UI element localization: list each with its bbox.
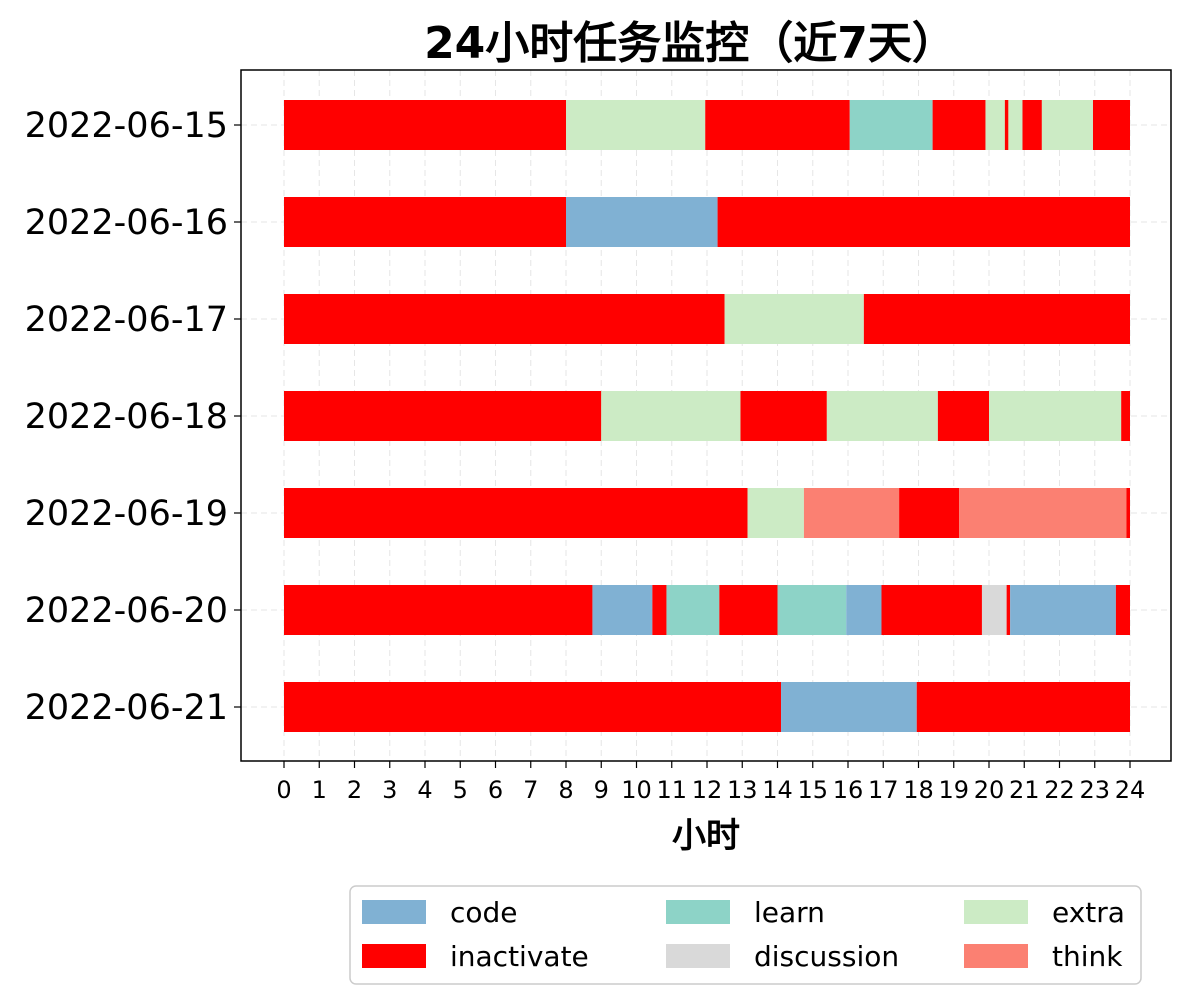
x-tick-label: 20: [974, 776, 1005, 804]
bar-segment-extra: [826, 391, 938, 441]
bar-segment-inactivate: [719, 585, 778, 635]
legend-swatch-think: [964, 944, 1028, 968]
bar-segment-extra: [747, 488, 804, 538]
x-tick-label: 22: [1044, 776, 1075, 804]
x-tick-label: 16: [833, 776, 864, 804]
legend: code learn extra inactivate discussion think: [349, 885, 1142, 985]
bar-segment-inactivate: [284, 294, 725, 344]
legend-box: [349, 885, 1142, 985]
bar-segment-discussion: [981, 585, 1007, 635]
legend-swatch-extra: [964, 900, 1028, 924]
legend-label-extra: extra: [1052, 896, 1125, 929]
bar-segment-inactivate: [717, 197, 1130, 247]
bar-segment-think: [959, 488, 1127, 538]
x-tick-label: 18: [903, 776, 934, 804]
x-tick-label: 24: [1115, 776, 1146, 804]
bar-segment-inactivate: [881, 585, 982, 635]
bar-segment-inactivate: [284, 488, 748, 538]
bar-segment-inactivate: [899, 488, 960, 538]
x-tick-label: 4: [417, 776, 432, 804]
legend-label-think: think: [1052, 940, 1123, 973]
bar-segment-inactivate: [937, 391, 989, 441]
bar-segment-inactivate: [1115, 585, 1130, 635]
x-tick-label: 14: [762, 776, 793, 804]
bar-segment-code: [1010, 585, 1116, 635]
bar-segment-inactivate: [1121, 391, 1130, 441]
bar-segment-inactivate: [1006, 585, 1011, 635]
x-tick-label: 6: [488, 776, 503, 804]
bar-segment-inactivate: [284, 391, 602, 441]
x-tick-label: 5: [453, 776, 468, 804]
y-tick-label: 2022-06-20: [25, 591, 228, 631]
bar-segments: [284, 100, 1130, 732]
x-tick-label: 9: [594, 776, 609, 804]
bar-segment-inactivate: [1126, 488, 1130, 538]
legend-swatch-discussion: [666, 944, 730, 968]
y-tick-label: 2022-06-18: [25, 397, 228, 437]
y-tick-label: 2022-06-21: [25, 688, 228, 728]
bar-segment-extra: [985, 100, 1005, 150]
x-tick-label: 17: [868, 776, 899, 804]
y-tick-label: 2022-06-19: [25, 494, 228, 534]
bar-segment-inactivate: [863, 294, 1130, 344]
x-tick-label: 10: [621, 776, 652, 804]
bar-segment-inactivate: [284, 100, 566, 150]
bar-segment-code: [781, 682, 917, 732]
bar-segment-inactivate: [284, 197, 566, 247]
bar-segment-inactivate: [1092, 100, 1130, 150]
bar-segment-extra: [601, 391, 741, 441]
chart-title: 24小时任务监控（近7天）: [424, 18, 956, 69]
x-tick-label: 7: [523, 776, 538, 804]
bar-segment-extra: [1008, 100, 1023, 150]
bar-segment-inactivate: [932, 100, 986, 150]
bar-segment-code: [846, 585, 882, 635]
bar-segment-think: [803, 488, 900, 538]
x-tick-label: 3: [382, 776, 397, 804]
bar-segment-code: [592, 585, 653, 635]
x-tick-label: 11: [656, 776, 687, 804]
x-tick-label: 13: [727, 776, 758, 804]
bar-segment-inactivate: [1004, 100, 1009, 150]
x-axis: 0 1 2 3 4 5 6 7 8 9 10 11 12 13 14 15 16 17 18 19 20 21 22 23 24: [276, 761, 1145, 804]
bar-segment-inactivate: [284, 585, 593, 635]
legend-label-discussion: discussion: [754, 940, 899, 973]
legend-swatch-code: [362, 900, 426, 924]
bar-segment-code: [566, 197, 718, 247]
bar-segment-inactivate: [1022, 100, 1042, 150]
bar-segment-learn: [849, 100, 933, 150]
bar-segment-extra: [989, 391, 1122, 441]
bar-segment-inactivate: [652, 585, 667, 635]
y-tick-label: 2022-06-15: [25, 106, 228, 146]
bar-segment-extra: [724, 294, 864, 344]
y-axis: 2022-06-15 2022-06-16 2022-06-17 2022-06-18…: [25, 106, 241, 728]
legend-swatch-learn: [666, 900, 730, 924]
bar-segment-inactivate: [740, 391, 827, 441]
x-tick-label: 12: [692, 776, 723, 804]
y-tick-label: 2022-06-16: [25, 203, 228, 243]
bar-segment-learn: [666, 585, 720, 635]
bar-segment-inactivate: [284, 682, 782, 732]
x-tick-label: 2: [347, 776, 362, 804]
x-tick-label: 21: [1009, 776, 1040, 804]
legend-swatch-inactivate: [362, 944, 426, 968]
y-tick-label: 2022-06-17: [25, 300, 228, 340]
x-tick-label: 0: [276, 776, 291, 804]
x-tick-label: 15: [797, 776, 828, 804]
bar-segment-inactivate: [705, 100, 850, 150]
x-tick-label: 23: [1079, 776, 1110, 804]
bar-segment-extra: [1041, 100, 1093, 150]
legend-label-code: code: [450, 896, 518, 929]
x-tick-label: 19: [938, 776, 969, 804]
legend-label-inactivate: inactivate: [450, 940, 589, 973]
x-tick-label: 8: [558, 776, 573, 804]
bar-segment-extra: [566, 100, 706, 150]
bar-segment-inactivate: [916, 682, 1130, 732]
x-tick-label: 1: [312, 776, 327, 804]
x-axis-label: 小时: [672, 816, 740, 856]
bar-segment-learn: [777, 585, 847, 635]
legend-label-learn: learn: [754, 896, 825, 929]
